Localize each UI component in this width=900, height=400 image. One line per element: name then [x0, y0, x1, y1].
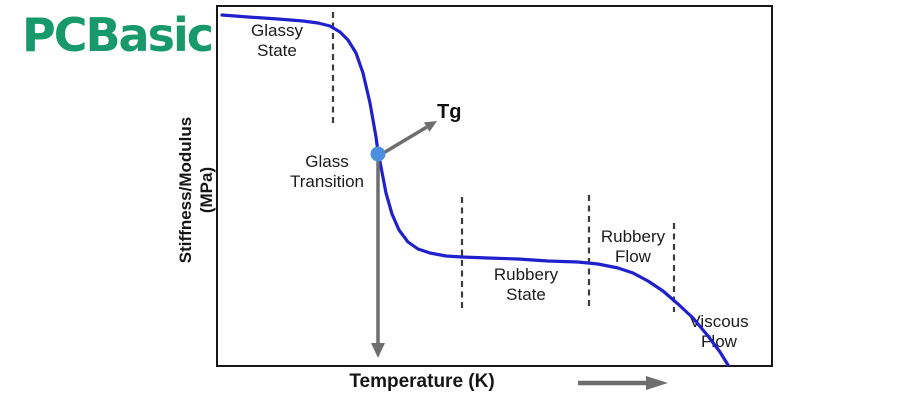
y-axis-label: Stiffness/Modulus (MPa)	[176, 116, 217, 264]
pcbasic-logo: PCBasic	[22, 8, 214, 62]
plot-canvas	[220, 12, 730, 367]
x-axis-label: Temperature (K)	[349, 371, 495, 392]
tg-arrow	[379, 121, 437, 157]
tg-point	[370, 146, 386, 162]
rubbery-flow-label: Rubbery Flow	[600, 227, 666, 267]
temperature-direction-arrow	[578, 376, 668, 390]
glass-transition-label: Glass Transition	[289, 152, 365, 192]
tg-label: Tg	[437, 101, 462, 123]
stiffness-curve	[220, 13, 730, 367]
rubbery-state-label: Rubbery State	[493, 265, 559, 305]
tg-down-arrow	[371, 160, 385, 358]
plot-area: Glassy State Glass Transition Rubbery St…	[216, 5, 773, 367]
glassy-state-label: Glassy State	[251, 21, 303, 61]
